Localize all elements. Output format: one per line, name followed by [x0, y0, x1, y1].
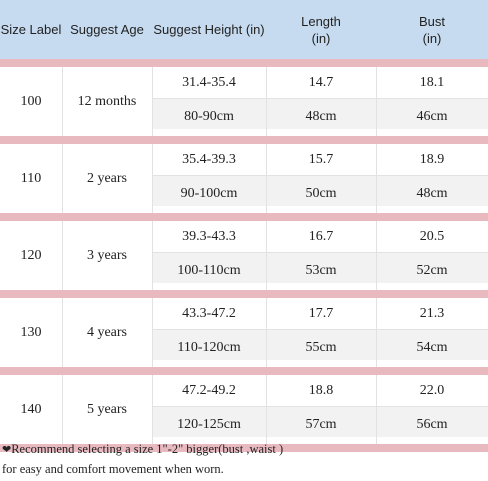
bust-in-cell: 22.0 [419, 382, 445, 398]
length-in-cell: 14.7 [308, 74, 334, 90]
sub-row-divider [152, 329, 488, 330]
bust-cm-cell: 56cm [416, 417, 448, 432]
heart-icon: ❤ [2, 443, 12, 456]
cm-row-shade [152, 98, 488, 129]
column-divider [376, 144, 377, 213]
column-divider [376, 67, 377, 136]
column-divider [266, 67, 267, 136]
row-separator [0, 444, 488, 452]
column-divider [376, 298, 377, 367]
header-suggest-age: Suggest Age [70, 22, 144, 37]
column-divider [152, 298, 153, 367]
column-divider [266, 298, 267, 367]
column-divider [62, 298, 63, 367]
age-cell: 12 months [77, 93, 137, 109]
column-divider [62, 144, 63, 213]
column-divider [266, 144, 267, 213]
height-cm-cell: 80-90cm [184, 109, 234, 124]
size-cell: 100 [20, 93, 42, 109]
bust-cm-cell: 54cm [416, 340, 448, 355]
height-in-cell: 47.2-49.2 [182, 382, 236, 398]
size-cell: 130 [20, 324, 42, 340]
length-cm-cell: 50cm [305, 186, 337, 201]
cm-row-shade [152, 406, 488, 437]
height-in-cell: 31.4-35.4 [182, 74, 236, 90]
height-cm-cell: 100-110cm [177, 263, 241, 278]
age-cell: 3 years [86, 247, 128, 263]
cm-row-shade [152, 329, 488, 360]
length-cm-cell: 53cm [305, 263, 337, 278]
height-cm-cell: 90-100cm [180, 186, 238, 201]
bust-cm-cell: 48cm [416, 186, 448, 201]
note-line-2: for easy and comfort movement when worn. [2, 462, 224, 476]
size-cell: 110 [20, 170, 42, 186]
height-in-cell: 43.3-47.2 [182, 305, 236, 321]
height-cm-cell: 120-125cm [177, 417, 241, 432]
length-in-cell: 16.7 [308, 228, 334, 244]
bust-in-cell: 21.3 [419, 305, 445, 321]
age-cell: 4 years [86, 324, 128, 340]
bust-cm-cell: 46cm [416, 109, 448, 124]
sub-row-divider [152, 406, 488, 407]
cm-row-shade [152, 175, 488, 206]
age-cell: 5 years [86, 401, 128, 417]
table-header: Size Label Suggest Age Suggest Height (i… [0, 0, 488, 59]
height-in-cell: 39.3-43.3 [182, 228, 236, 244]
header-bust: Bust (in) [418, 13, 445, 46]
bust-in-cell: 18.9 [419, 151, 445, 167]
column-divider [152, 144, 153, 213]
header-suggest-height: Suggest Height (in) [153, 22, 265, 37]
bust-cm-cell: 52cm [416, 263, 448, 278]
bust-in-cell: 18.1 [419, 74, 445, 90]
height-cm-cell: 110-120cm [177, 340, 241, 355]
header-size-label: Size Label [0, 22, 62, 37]
sub-row-divider [152, 98, 488, 99]
column-divider [152, 375, 153, 444]
column-divider [376, 221, 377, 290]
row-separator [0, 59, 488, 67]
column-divider [152, 67, 153, 136]
header-length: Length (in) [301, 13, 341, 46]
row-separator [0, 213, 488, 221]
length-cm-cell: 55cm [305, 340, 337, 355]
size-cell: 120 [20, 247, 42, 263]
bust-in-cell: 20.5 [419, 228, 445, 244]
length-in-cell: 17.7 [308, 305, 334, 321]
row-separator [0, 136, 488, 144]
note-text-1: Recommend selecting a size 1"-2" bigger(… [11, 442, 284, 456]
sub-row-divider [152, 175, 488, 176]
column-divider [266, 375, 267, 444]
length-in-cell: 15.7 [308, 151, 334, 167]
size-cell: 140 [20, 401, 42, 417]
column-divider [266, 221, 267, 290]
column-divider [376, 375, 377, 444]
row-separator [0, 367, 488, 375]
row-separator [0, 290, 488, 298]
cm-row-shade [152, 252, 488, 283]
height-in-cell: 35.4-39.3 [182, 151, 236, 167]
sub-row-divider [152, 252, 488, 253]
age-cell: 2 years [86, 170, 128, 186]
length-cm-cell: 57cm [305, 417, 337, 432]
note-line-1: ❤Recommend selecting a size 1"-2" bigger… [2, 442, 283, 457]
length-in-cell: 18.8 [308, 382, 334, 398]
length-cm-cell: 48cm [305, 109, 337, 124]
column-divider [62, 67, 63, 136]
column-divider [152, 221, 153, 290]
column-divider [62, 375, 63, 444]
column-divider [62, 221, 63, 290]
